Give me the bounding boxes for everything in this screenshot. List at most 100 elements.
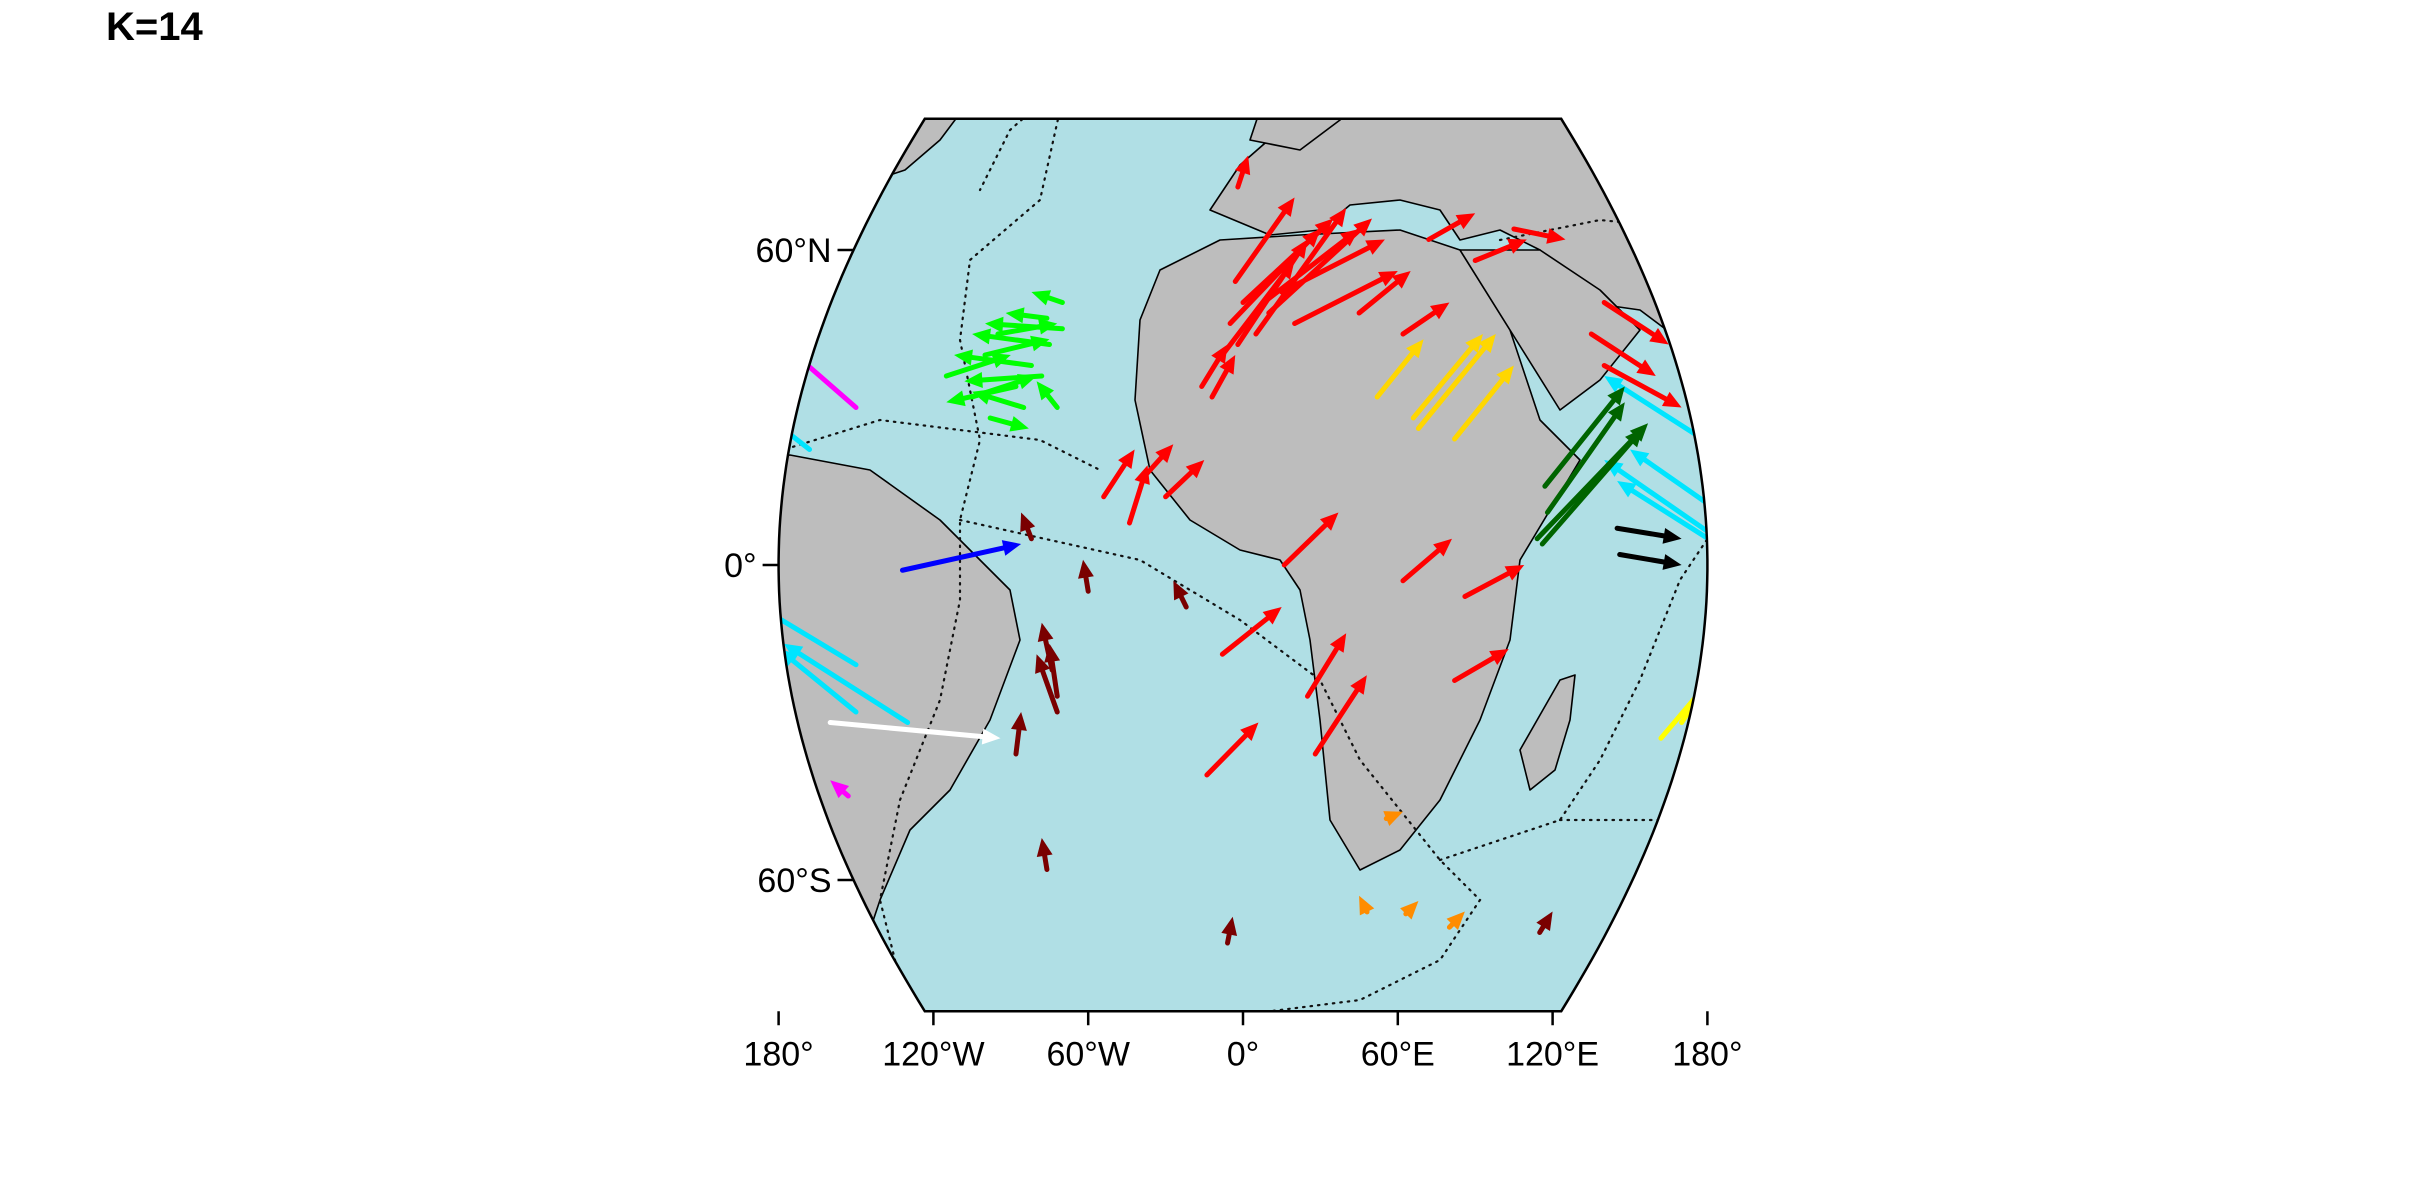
- velocity-arrow-yellow: [1733, 681, 1810, 786]
- lon-label: 60°W: [1046, 1035, 1130, 1073]
- velocity-arrow-navy: [1811, 702, 1876, 786]
- lat-label: 0°: [724, 547, 757, 585]
- velocity-arrow-darkred: [1221, 916, 1238, 946]
- velocity-arrow-white: [827, 720, 1001, 745]
- velocity-arrow-orange: [1383, 811, 1403, 826]
- velocity-arrow-red: [1400, 538, 1452, 584]
- velocity-arrow-red: [1199, 344, 1228, 389]
- lon-label: 0°: [1227, 1035, 1260, 1073]
- graticule-ticks: [762, 248, 1709, 1026]
- velocity-arrow-red: [1209, 355, 1236, 400]
- velocity-arrow-darkgreen: [1542, 386, 1625, 489]
- velocity-arrow-red: [1266, 218, 1372, 316]
- velocity-arrow-red: [1234, 155, 1251, 190]
- velocity-arrow-darkred: [1536, 911, 1553, 935]
- central-america-landmass: [655, 385, 735, 470]
- velocity-arrow-cyan: [1617, 481, 1708, 557]
- lon-label: 60°E: [1361, 1035, 1435, 1073]
- velocity-arrow-gold: [1410, 334, 1483, 421]
- velocity-arrow-yellow: [1658, 618, 1708, 741]
- velocity-arrow-red: [1281, 512, 1339, 568]
- velocity-arrow-red: [1305, 633, 1347, 699]
- velocity-arrow-green: [964, 372, 1045, 389]
- southeast-asia-landmass: [1800, 440, 2100, 620]
- velocity-arrow-red: [1588, 331, 1656, 376]
- velocity-arrow-cyan: [1630, 449, 1708, 515]
- lat-label: 60°N: [756, 232, 832, 270]
- velocity-arrow-red: [1452, 649, 1509, 683]
- velocity-arrow-darkred: [1010, 712, 1027, 757]
- velocity-arrow-cyan: [783, 643, 911, 725]
- map-frame: [777, 117, 1709, 1013]
- velocity-arrow-orange: [1359, 895, 1375, 916]
- velocity-arrow-red: [1219, 607, 1282, 657]
- velocity-arrow-magenta: [830, 780, 851, 799]
- velocity-arrow-darkred: [1035, 654, 1060, 715]
- velocity-arrow-red: [1279, 239, 1385, 295]
- velocity-arrow-black: [1617, 552, 1682, 570]
- velocity-arrow-red: [1126, 465, 1150, 526]
- velocity-arrow-red: [1163, 460, 1205, 500]
- velocity-arrow-darkred: [1036, 838, 1053, 872]
- velocity-arrow-lightgreen: [1805, 576, 1877, 671]
- lon-label: 120°W: [882, 1035, 984, 1073]
- velocity-arrow-green: [1005, 307, 1050, 324]
- velocity-arrow-orange: [1400, 901, 1419, 920]
- velocity-arrow-yellow: [1754, 681, 1857, 802]
- antarctica-landmass: [800, 1080, 2080, 1183]
- velocity-arrow-red: [1101, 449, 1135, 500]
- latitude-labels: 60°N 0° 60°S: [724, 232, 831, 900]
- velocity-arrow-gold: [1415, 334, 1496, 431]
- velocity-arrow-red: [1356, 271, 1411, 316]
- velocity-arrow-yellow: [1720, 660, 1823, 776]
- velocity-arrow-red: [1511, 226, 1566, 244]
- velocity-arrow-red: [1472, 238, 1527, 263]
- velocity-arrow-darkred: [1020, 512, 1036, 542]
- longitude-labels: 180° 120°W 60°W 0° 60°E 120°E 180°: [743, 1035, 1742, 1073]
- velocity-arrow-gold: [1374, 339, 1424, 400]
- velocity-arrow-lightgreen: [1824, 586, 1889, 681]
- velocity-arrow-yellow: [1728, 628, 1842, 754]
- velocity-arrow-cyan: [778, 603, 859, 668]
- velocity-arrow-red: [1400, 302, 1450, 337]
- australia-landmass: [1960, 700, 2320, 930]
- velocity-arrow-red: [1601, 363, 1682, 408]
- velocity-arrow-green: [1031, 290, 1065, 306]
- velocity-arrow-green: [987, 415, 1029, 432]
- velocity-arrow-red: [1204, 722, 1259, 778]
- velocity-arrow-blue: [899, 540, 1022, 573]
- velocity-arrow-darkred: [1037, 622, 1055, 673]
- velocity-arrow-darkred: [1078, 559, 1094, 594]
- velocity-arrow-darkgreen: [1539, 428, 1643, 547]
- velocity-arrow-cyan: [1604, 376, 1697, 437]
- velocity-arrow-red: [1312, 675, 1367, 757]
- madagascar-landmass: [1519, 674, 1576, 791]
- velocity-arrow-red: [1426, 213, 1476, 242]
- velocity-arrow-yellow: [1746, 586, 1823, 712]
- velocity-arrow-green: [954, 349, 1034, 368]
- lon-label: 180°: [743, 1035, 813, 1073]
- velocity-arrow-green: [972, 389, 1027, 410]
- velocity-arrow-green: [1036, 381, 1060, 410]
- velocity-arrow-yellow: [1759, 660, 1852, 765]
- velocity-arrow-darkred: [1173, 580, 1189, 610]
- velocity-arrow-red: [1219, 260, 1295, 358]
- velocity-arrow-green: [972, 328, 1052, 347]
- velocity-arrow-red: [1232, 197, 1295, 284]
- plate-boundaries: [778, 118, 1708, 1012]
- velocity-arrow-darkgreen: [1544, 402, 1625, 515]
- lon-label: 120°E: [1506, 1035, 1599, 1073]
- lon-label: 180°: [1672, 1035, 1742, 1073]
- velocity-arrow-gold: [1452, 365, 1514, 442]
- velocity-arrow-yellow: [1699, 619, 1708, 752]
- velocity-arrow-red: [1462, 565, 1525, 599]
- velocity-arrow-red: [1601, 300, 1669, 345]
- velocity-arrow-black: [1614, 525, 1682, 544]
- panel-label: K=14: [106, 5, 203, 49]
- velocity-arrow-red: [1292, 271, 1398, 326]
- lat-label: 60°S: [757, 862, 831, 900]
- velocity-arrow-orange: [1446, 911, 1465, 930]
- velocity-arrow-darkred: [1634, 911, 1651, 935]
- japan-landmass: [2030, 250, 2080, 330]
